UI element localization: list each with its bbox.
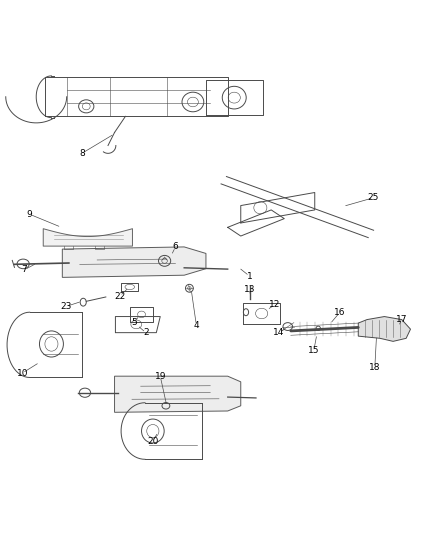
Text: 13: 13 bbox=[244, 285, 255, 294]
Text: 8: 8 bbox=[79, 149, 85, 158]
Polygon shape bbox=[62, 247, 206, 277]
Text: 14: 14 bbox=[273, 328, 285, 337]
Text: 1: 1 bbox=[247, 272, 252, 280]
Text: 2: 2 bbox=[143, 328, 148, 337]
Text: 16: 16 bbox=[334, 308, 346, 317]
Text: 25: 25 bbox=[368, 193, 379, 202]
Text: 18: 18 bbox=[369, 363, 381, 372]
Text: 5: 5 bbox=[131, 318, 137, 327]
Text: 9: 9 bbox=[27, 210, 32, 219]
Text: 10: 10 bbox=[17, 369, 28, 377]
Text: 12: 12 bbox=[269, 300, 280, 309]
Text: 4: 4 bbox=[194, 321, 199, 330]
Text: 22: 22 bbox=[114, 292, 125, 301]
Text: 17: 17 bbox=[396, 315, 407, 324]
Text: 19: 19 bbox=[155, 372, 166, 381]
Text: 7: 7 bbox=[21, 265, 27, 274]
Polygon shape bbox=[358, 317, 410, 341]
Polygon shape bbox=[115, 376, 241, 413]
Text: 15: 15 bbox=[308, 345, 320, 354]
Text: 23: 23 bbox=[60, 302, 71, 311]
Text: 6: 6 bbox=[173, 243, 178, 252]
Text: 20: 20 bbox=[147, 437, 159, 446]
